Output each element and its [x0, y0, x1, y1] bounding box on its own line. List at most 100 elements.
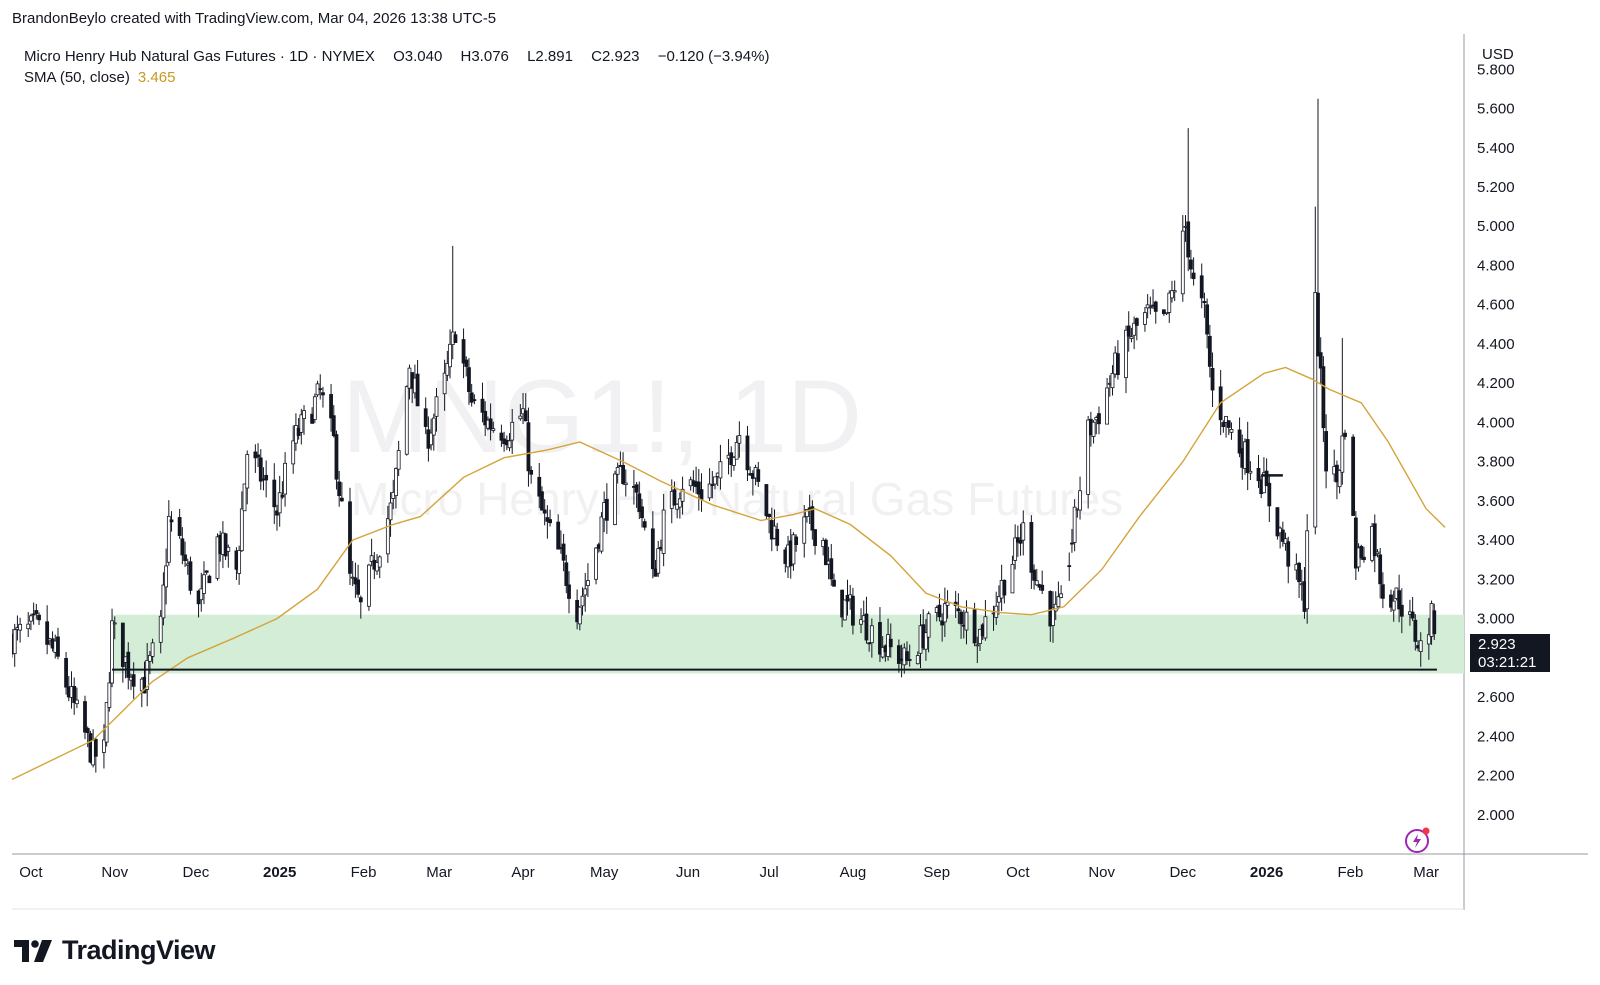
- candle-body: [1353, 517, 1358, 569]
- candle-body: [37, 614, 41, 621]
- candle-body: [1432, 610, 1437, 635]
- candle-body: [469, 392, 474, 403]
- candle-body: [1040, 584, 1045, 591]
- candle-body: [358, 597, 363, 603]
- candle-body: [1283, 538, 1288, 544]
- candle-body: [959, 611, 963, 625]
- candle-body: [85, 728, 90, 734]
- candle-body: [223, 533, 228, 557]
- candle-body: [166, 515, 171, 563]
- candle-body: [983, 616, 988, 639]
- candle-body: [699, 489, 704, 500]
- candle-body: [1410, 611, 1415, 619]
- candle-body: [93, 739, 98, 757]
- candle-body: [321, 392, 325, 396]
- candle-body: [1097, 413, 1101, 425]
- candle-body: [661, 509, 666, 554]
- time-tick-label: Oct: [1006, 864, 1030, 881]
- candle-body: [45, 621, 50, 645]
- candle-body: [710, 484, 715, 487]
- candle-body: [718, 461, 723, 479]
- candle-body: [1191, 272, 1196, 280]
- candle-body: [926, 613, 931, 638]
- legend-sma-value: 3.465: [137, 69, 176, 86]
- candle-body: [907, 659, 912, 661]
- candle-body: [110, 620, 114, 684]
- candle-body: [940, 620, 945, 626]
- time-tick-label: 2026: [1250, 864, 1283, 881]
- candle-body: [431, 417, 436, 436]
- time-tick-label: Nov: [101, 864, 128, 881]
- candle-body: [1202, 301, 1207, 304]
- candle-body: [12, 629, 17, 654]
- last-price-badge: 2.923 03:21:21: [1470, 634, 1550, 672]
- candle-body: [526, 422, 531, 472]
- time-tick-label: May: [590, 864, 619, 881]
- candle-body: [1224, 415, 1228, 423]
- candle-body: [791, 534, 796, 565]
- support-zone: [112, 614, 1465, 674]
- candle-body: [404, 386, 409, 455]
- candle-body: [599, 516, 604, 552]
- candle-body: [388, 502, 393, 521]
- chart-frame[interactable]: MNG1!, 1D Micro Henry Hub Natural Gas Fut…: [12, 34, 1588, 910]
- candle-body: [239, 508, 244, 552]
- time-tick-label: Jun: [676, 864, 700, 881]
- time-tick-label: Mar: [426, 864, 452, 881]
- candle-body: [823, 539, 828, 566]
- candle-body: [1351, 436, 1356, 516]
- candle-body: [331, 415, 336, 437]
- candle-body: [207, 575, 212, 584]
- time-tick-label: Aug: [840, 864, 867, 881]
- candle-body: [1148, 306, 1153, 309]
- chart-attribution: BrandonBeylo created with TradingView.co…: [12, 10, 497, 27]
- candle-body: [131, 674, 136, 687]
- candle-body: [1186, 221, 1191, 258]
- candle-body: [1010, 563, 1015, 594]
- candle-body: [867, 642, 872, 645]
- currency-label[interactable]: USD: [1482, 46, 1514, 63]
- legend-sma-row[interactable]: SMA (50, close) 3.465: [24, 67, 769, 88]
- candle-body: [1264, 470, 1269, 487]
- candle-body: [642, 521, 647, 528]
- candle-body: [199, 588, 204, 601]
- price-tick-label: 5.400: [1477, 140, 1515, 157]
- candle-body: [180, 538, 185, 556]
- candle-body: [1305, 530, 1310, 610]
- time-tick-label: Jul: [760, 864, 779, 881]
- candle-body: [1086, 419, 1091, 495]
- candle-body: [640, 506, 644, 519]
- time-tick-label: Nov: [1088, 864, 1115, 881]
- candle-body: [924, 632, 928, 650]
- candle-body: [713, 476, 717, 485]
- candle-body: [623, 482, 628, 485]
- watermark-ticker: MNG1!, 1D: [342, 359, 862, 475]
- price-tick-label: 3.800: [1477, 454, 1515, 471]
- price-tick-label: 5.000: [1477, 218, 1515, 235]
- candle-body: [802, 516, 807, 544]
- legend-symbol[interactable]: Micro Henry Hub Natural Gas Futures · 1D…: [24, 48, 375, 65]
- candle-body: [1078, 490, 1082, 511]
- candle-body: [126, 651, 131, 678]
- candle-body: [264, 474, 269, 481]
- candle-body: [369, 555, 374, 562]
- candle-body: [329, 394, 333, 419]
- price-tick-label: 4.800: [1477, 257, 1515, 274]
- tradingview-wordmark: TradingView: [62, 935, 216, 965]
- candle-body: [1164, 312, 1169, 315]
- time-tick-label: Oct: [19, 864, 43, 881]
- candle-body: [650, 528, 655, 570]
- candle-body: [1372, 523, 1377, 557]
- watermark-name: Micro Henry Hub Natural Gas Futures: [351, 473, 1123, 525]
- candle-body: [348, 501, 352, 574]
- legend-low-value: 2.891: [535, 48, 573, 65]
- lightning-icon[interactable]: [1403, 826, 1433, 856]
- last-price-value: 2.923: [1478, 636, 1516, 653]
- candle-body: [102, 739, 106, 753]
- tradingview-logo[interactable]: TradingView: [14, 935, 216, 966]
- candle-body: [1199, 275, 1204, 299]
- candle-body: [561, 543, 566, 561]
- price-tick-label: 2.600: [1477, 689, 1515, 706]
- candle-body: [842, 599, 847, 621]
